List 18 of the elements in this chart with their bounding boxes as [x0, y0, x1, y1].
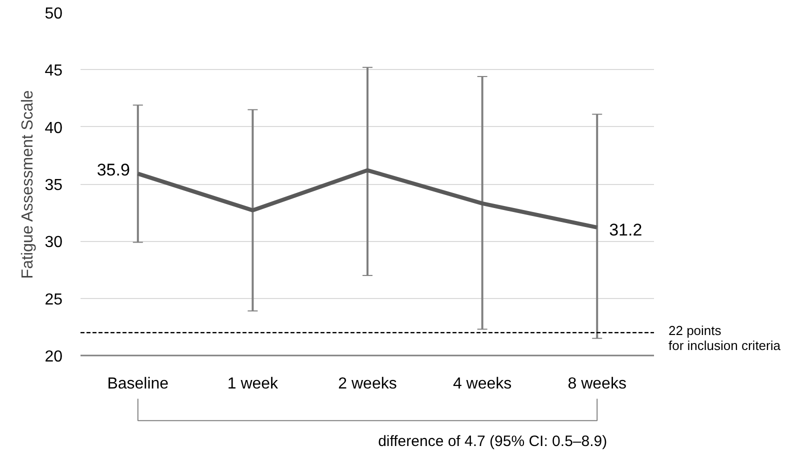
- y-tick-label: 20: [44, 348, 63, 366]
- line-series: [136, 168, 600, 230]
- data-label: 31.2: [609, 220, 642, 240]
- y-tick-label: 35: [44, 177, 63, 194]
- y-axis-title: Fatigue Assessment Scale: [20, 90, 37, 279]
- x-tick-label: 1 week: [227, 376, 280, 392]
- y-tick-label: 30: [44, 234, 63, 252]
- y-tick-label: 45: [44, 62, 63, 80]
- data-label: 35.9: [96, 160, 130, 180]
- x-tick-label: 4 weeks: [452, 376, 512, 392]
- text: difference of 4.7 (95% CI: 0.5–8.9): [378, 433, 608, 450]
- ref-line-label: 22 points for inclusion criteria: [668, 323, 782, 354]
- x-tick-label: Baseline: [107, 376, 169, 392]
- x-tick-label: 2 weeks: [338, 376, 397, 392]
- x-tick-label: 8 weeks: [568, 376, 626, 392]
- y-tick-label: 25: [44, 291, 63, 308]
- y-tick-label: 40: [44, 120, 63, 137]
- y-tick-label: 50: [44, 6, 63, 22]
